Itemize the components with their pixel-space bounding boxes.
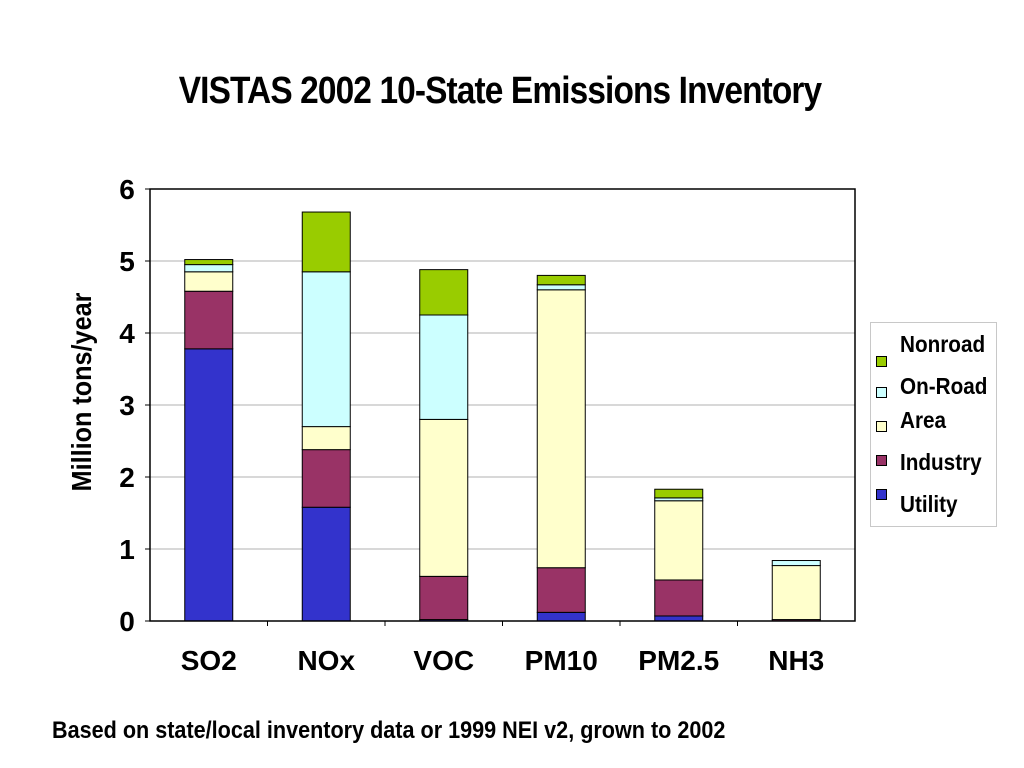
bar-segment-nox-area	[301, 426, 351, 451]
bar-segment-pm10-industry	[536, 567, 586, 613]
legend-item-nonroad: Nonroad	[871, 331, 998, 367]
legend-label-utility: Utility	[900, 491, 958, 517]
bar-segment-pm25-industry	[654, 579, 704, 617]
bar-segment-so2-industry	[184, 290, 234, 350]
bar-segment-voc-nonroad	[419, 269, 469, 316]
bar-segment-nox-onroad	[301, 271, 351, 428]
bar-segment-voc-industry	[419, 575, 469, 621]
legend-swatch-utility	[876, 489, 887, 500]
bars	[184, 211, 821, 622]
bar-segment-nh3-area	[771, 565, 821, 621]
x-tick-label-nox: NOx	[297, 645, 355, 676]
legend-swatch-nonroad	[876, 356, 887, 367]
x-tick-label-voc: VOC	[413, 645, 474, 676]
legend-label-industry: Industry	[900, 449, 982, 475]
y-tick-label-0: 0	[119, 606, 135, 637]
bar-segment-nox-nonroad	[301, 211, 351, 273]
legend-item-area: Area	[871, 407, 998, 437]
gridlines	[150, 260, 855, 550]
bar-segment-nox-industry	[301, 449, 351, 508]
legend-label-on-road: On-Road	[900, 373, 988, 399]
y-tick-label-1: 1	[119, 534, 135, 565]
x-tick-label-nh3: NH3	[768, 645, 824, 676]
legend-label-area: Area	[900, 407, 947, 433]
legend-item-industry: Industry	[871, 449, 998, 479]
y-axis-ticks: 0 1 2 3 4 5 6	[119, 174, 150, 637]
chart-legend: Nonroad On-Road Area Industry Utility	[870, 322, 997, 527]
legend-swatch-industry	[876, 455, 887, 466]
x-tick-label-so2: SO2	[181, 645, 237, 676]
chart-title: VISTAS 2002 10-State Emissions Inventory	[178, 70, 822, 112]
y-tick-label-3: 3	[119, 390, 135, 421]
bar-segment-so2-nonroad	[184, 259, 234, 266]
bar-segment-so2-onroad	[184, 264, 234, 273]
bar-segment-pm25-nonroad	[654, 488, 704, 499]
legend-label-nonroad: Nonroad	[900, 331, 986, 357]
y-axis-title: Million tons/year	[66, 292, 97, 492]
legend-swatch-on-road	[876, 387, 887, 398]
footnote: Based on state/local inventory data or 1…	[52, 717, 726, 744]
y-tick-label-6: 6	[119, 174, 135, 205]
legend-swatch-area	[876, 421, 887, 432]
legend-item-on-road: On-Road	[871, 373, 998, 403]
legend-item-utility: Utility	[871, 489, 998, 521]
bar-segment-nox-utility	[301, 506, 351, 622]
y-tick-label-5: 5	[119, 246, 135, 277]
bar-segment-pm10-area	[536, 289, 586, 569]
bar-segment-so2-utility	[184, 348, 234, 622]
y-tick-label-2: 2	[119, 462, 135, 493]
bar-segment-pm25-area	[654, 500, 704, 581]
bar-segment-pm10-utility	[536, 611, 586, 622]
bar-segment-pm10-onroad	[536, 284, 586, 291]
y-tick-label-4: 4	[119, 318, 135, 349]
bar-segment-so2-area	[184, 271, 234, 292]
bar-segment-pm25-utility	[654, 615, 704, 622]
bar-segment-pm10-nonroad	[536, 274, 586, 286]
x-axis-ticks: SO2 NOx VOC PM10 PM2.5 NH3	[181, 621, 824, 676]
bar-segment-voc-onroad	[419, 314, 469, 420]
x-tick-label-pm10: PM10	[525, 645, 598, 676]
x-tick-label-pm25: PM2.5	[638, 645, 719, 676]
bar-segment-voc-area	[419, 418, 469, 577]
bar-segment-nh3-onroad	[771, 560, 821, 567]
